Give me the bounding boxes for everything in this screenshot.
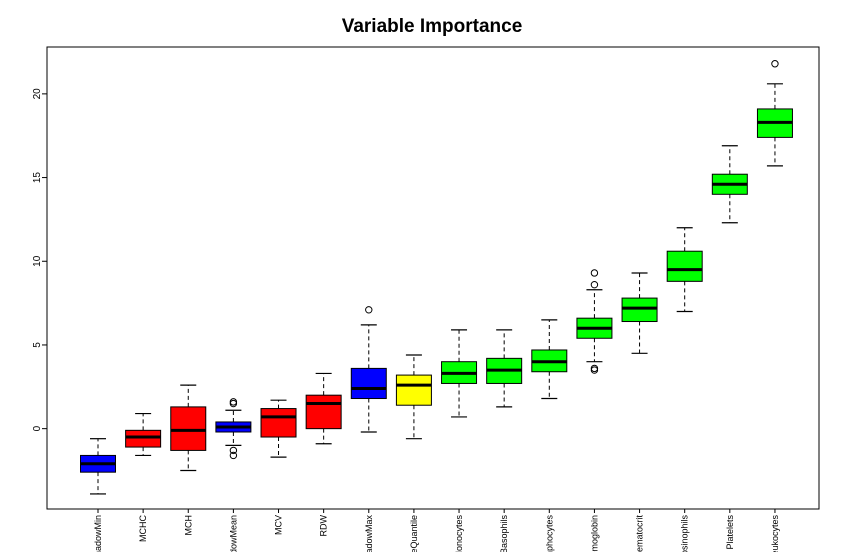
box-basophils: [486, 329, 523, 408]
chart-title: Variable Importance: [342, 16, 523, 37]
boxplot-series: [80, 60, 793, 495]
x-tick-label: rangeQuantile: [409, 515, 419, 552]
y-tick-label: 20: [32, 88, 43, 100]
box-body: [125, 429, 162, 448]
x-tick-label: Hematocrit: [635, 515, 645, 552]
box-body: [350, 367, 387, 400]
x-tick-label: shadowMin: [93, 515, 103, 552]
box-body: [260, 408, 297, 438]
x-tick-label: Monocytes: [454, 515, 464, 552]
box-hematocrit: [621, 272, 658, 354]
outlier-point: [590, 269, 599, 277]
x-tick-label: RDW: [319, 515, 329, 537]
box-body: [305, 394, 342, 430]
x-tick-label: shadowMean: [228, 515, 238, 552]
box-leukocytes: [756, 60, 793, 167]
box-mch: [170, 384, 207, 472]
box-mchc: [125, 412, 162, 457]
outlier-point: [229, 399, 238, 408]
box-shadowmax: [350, 306, 387, 433]
box-platelets: [711, 145, 748, 224]
x-tick-label: Leukocytes: [770, 515, 780, 552]
box-body: [621, 297, 658, 323]
y-tick-label: 10: [32, 255, 43, 267]
box-rdw: [305, 372, 342, 445]
outlier-point: [771, 60, 779, 68]
outlier-point: [590, 280, 599, 289]
box-monocytes: [441, 329, 478, 418]
box-lymphocytes: [531, 319, 568, 400]
plot-frame: [46, 46, 820, 510]
x-tick-label: Lymphocytes: [544, 515, 554, 552]
x-tick-label: Hemoglobin: [589, 515, 599, 552]
x-tick-label: MCH: [183, 515, 193, 536]
x-tick-label: Platelets: [725, 515, 735, 550]
x-tick-label: MCV: [274, 515, 284, 535]
box-mcv: [260, 399, 297, 458]
box-rangequantile: [395, 354, 432, 440]
y-tick-label: 15: [32, 172, 43, 184]
box-shadowmin: [80, 438, 116, 495]
x-tick-label: Basophils: [499, 515, 509, 552]
x-tick-label: shadowMax: [364, 515, 374, 552]
x-tick-label: Eosinophils: [680, 515, 690, 552]
box-hemoglobin: [576, 269, 613, 374]
y-tick-label: 0: [32, 425, 43, 431]
box-body: [395, 374, 432, 406]
box-shadowmean: [215, 398, 252, 460]
outlier-point: [590, 366, 599, 374]
y-axis: 0 5 10 15 20: [32, 88, 47, 431]
y-tick-label: 5: [32, 342, 43, 348]
outlier-point: [229, 446, 238, 455]
box-body: [170, 406, 207, 451]
outlier-point: [365, 306, 373, 314]
box-eosinophils: [666, 227, 703, 313]
x-axis-labels: shadowMin MCHC MCH shadowMean MCV RDW shadowMa…: [93, 509, 780, 552]
box-body: [666, 250, 703, 282]
x-tick-label: MCHC: [138, 515, 148, 542]
outlier-point: [229, 451, 238, 460]
